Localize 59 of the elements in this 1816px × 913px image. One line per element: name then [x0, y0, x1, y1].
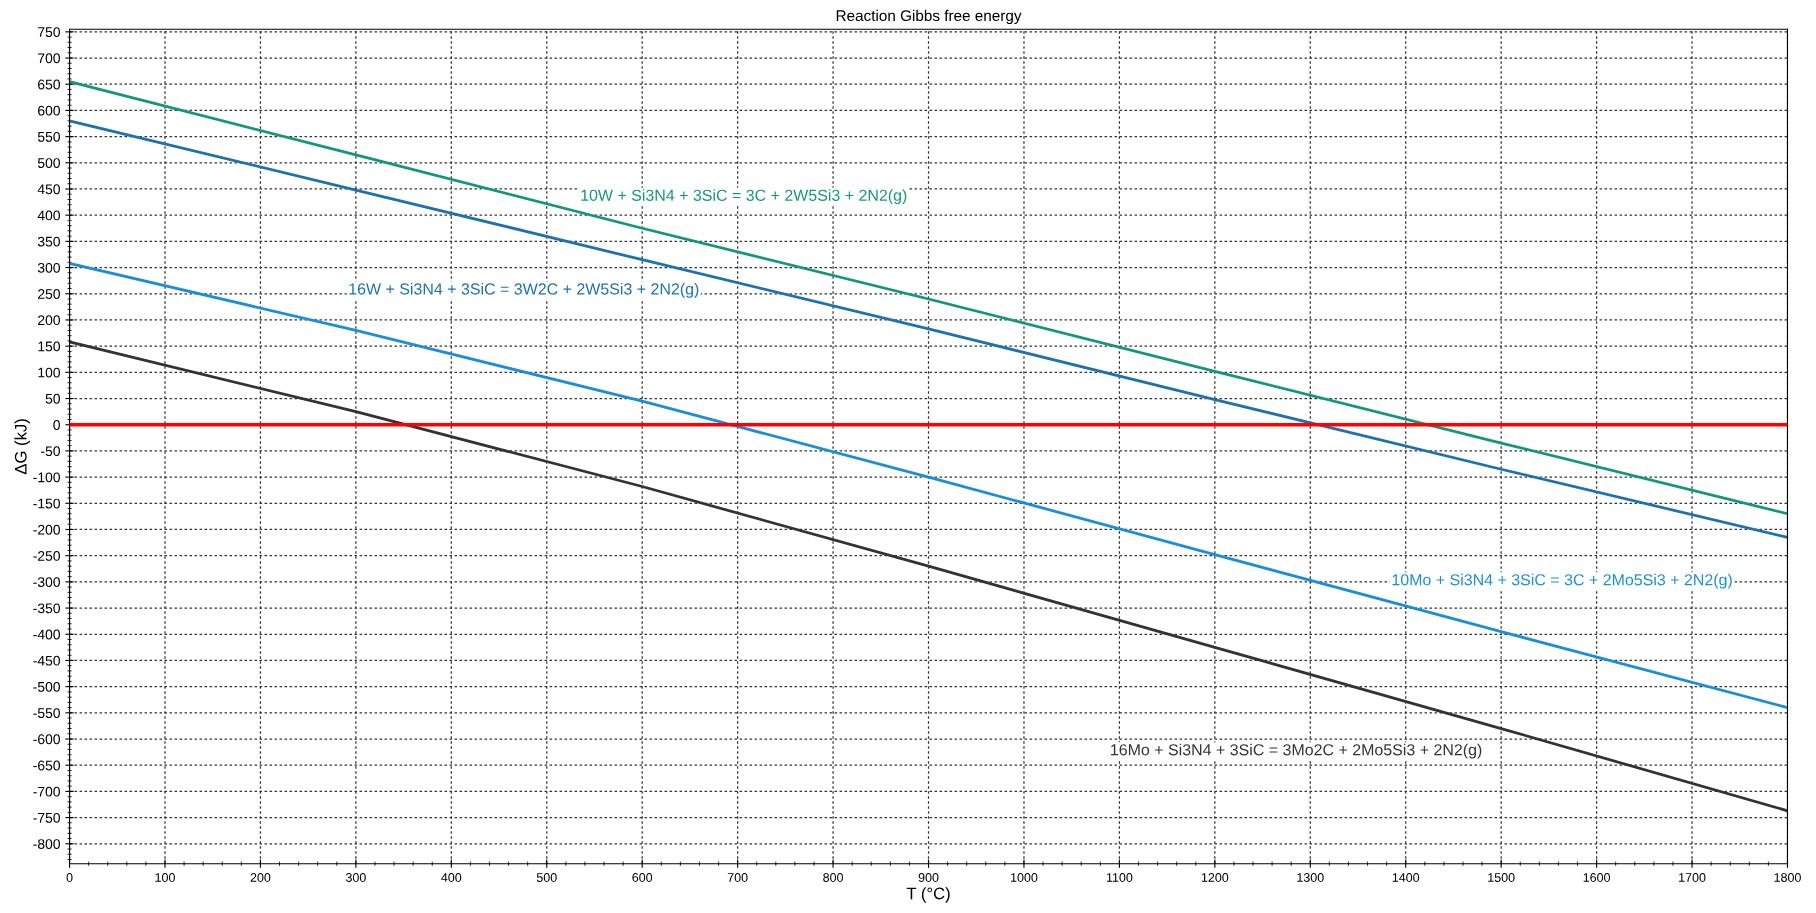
y-tick-label: 550: [37, 131, 60, 142]
y-tick-label: -800: [33, 839, 60, 849]
y-axis-title: ΔG (kJ): [14, 419, 30, 475]
series-label: 16W + Si3N4 + 3SiC = 3W2C + 2W5Si3 + 2N2(g): [349, 282, 699, 298]
x-tick-label: 1700: [1679, 873, 1706, 882]
x-tick-label: 400: [441, 873, 462, 882]
y-tick-label: 50: [45, 393, 60, 404]
line-series: [69, 261, 1788, 709]
y-tick-label: 500: [37, 158, 60, 168]
y-tick-label: 350: [37, 236, 60, 247]
y-tick-label: 450: [37, 184, 60, 195]
series-label: 10W + Si3N4 + 3SiC = 3C + 2W5Si3 + 2N2(g): [581, 189, 907, 205]
chart-title: Reaction Gibbs free energy: [836, 9, 1022, 25]
y-tick-label: -200: [33, 524, 60, 535]
y-tick-label: 700: [38, 53, 60, 64]
x-tick-label: 500: [536, 873, 557, 882]
x-tick-label: 300: [345, 873, 366, 882]
x-tick-label: 1300: [1297, 873, 1324, 882]
y-tick-label: 250: [38, 289, 60, 299]
y-tick-label: -550: [33, 708, 60, 718]
y-tick-label: -750: [33, 812, 60, 823]
x-tick-label: 100: [155, 873, 175, 882]
x-tick-label: 1400: [1392, 873, 1420, 882]
y-tick-label: 650: [38, 79, 60, 90]
x-tick-label: 1100: [1106, 873, 1133, 882]
x-tick-label: 600: [632, 873, 653, 882]
y-tick-label: 400: [37, 210, 60, 221]
x-tick-label: 1500: [1488, 873, 1515, 882]
y-tick-label: -250: [33, 551, 60, 561]
x-tick-label: 200: [250, 873, 271, 882]
y-tick-label: -450: [33, 655, 60, 666]
series-label: 16Mo + Si3N4 + 3SiC = 3Mo2C + 2Mo5Si3 + 2N2(g): [1111, 743, 1482, 759]
x-tick-label: 700: [727, 873, 748, 882]
y-tick-label: 150: [38, 341, 60, 352]
y-tick-label: 200: [38, 315, 60, 326]
y-tick-label: 750: [38, 27, 60, 37]
y-tick-label: -700: [33, 786, 60, 797]
y-tick-label: -50: [41, 446, 60, 457]
x-tick-label: 1200: [1201, 873, 1229, 882]
y-tick-label: -300: [33, 577, 60, 588]
y-tick-label: -500: [33, 681, 60, 692]
y-tick-label: -650: [33, 760, 60, 771]
y-tick-label: 0: [53, 420, 60, 430]
x-axis-title: T (°C): [906, 887, 950, 903]
series-label: 10Mo + Si3N4 + 3SiC = 3C + 2Mo5Si3 + 2N2(g): [1392, 573, 1732, 589]
y-tick-label: -600: [33, 734, 60, 745]
x-tick-label: 1600: [1583, 873, 1611, 882]
y-tick-label: -150: [33, 498, 60, 509]
y-tick-label: 300: [37, 262, 60, 273]
x-tick-label: 800: [823, 873, 844, 882]
y-tick-label: -350: [33, 603, 60, 614]
y-tick-label: -100: [33, 472, 60, 483]
y-tick-label: 100: [38, 367, 60, 378]
x-tick-label: 1000: [1011, 873, 1038, 882]
y-tick-label: 600: [38, 105, 60, 116]
x-tick-label: 1800: [1774, 873, 1801, 882]
x-tick-label: 900: [918, 873, 939, 882]
x-tick-label: 0: [66, 873, 73, 882]
y-tick-label: -400: [33, 629, 60, 640]
